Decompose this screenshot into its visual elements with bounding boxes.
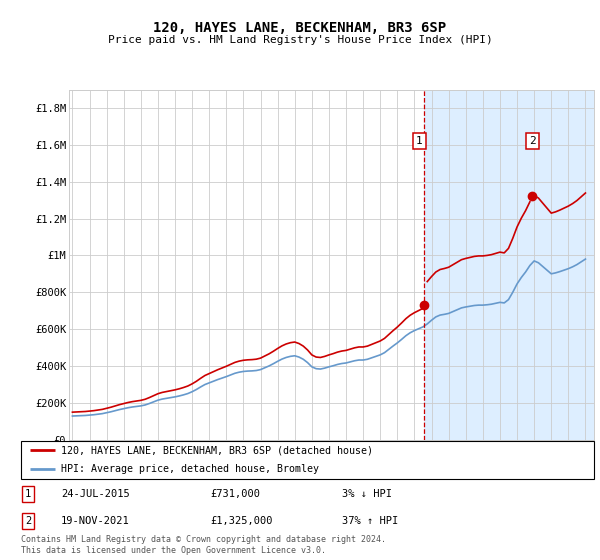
Text: 2: 2 xyxy=(529,136,536,146)
Text: 2: 2 xyxy=(25,516,31,526)
Text: Contains HM Land Registry data © Crown copyright and database right 2024.
This d: Contains HM Land Registry data © Crown c… xyxy=(21,535,386,555)
Text: 120, HAYES LANE, BECKENHAM, BR3 6SP (detached house): 120, HAYES LANE, BECKENHAM, BR3 6SP (det… xyxy=(61,445,373,455)
Text: 37% ↑ HPI: 37% ↑ HPI xyxy=(342,516,398,526)
Text: 24-JUL-2015: 24-JUL-2015 xyxy=(61,489,130,500)
FancyBboxPatch shape xyxy=(21,441,594,479)
Text: 1: 1 xyxy=(25,489,31,500)
Text: 19-NOV-2021: 19-NOV-2021 xyxy=(61,516,130,526)
Text: 1: 1 xyxy=(416,136,423,146)
Text: £731,000: £731,000 xyxy=(210,489,260,500)
Text: HPI: Average price, detached house, Bromley: HPI: Average price, detached house, Brom… xyxy=(61,464,319,474)
Text: 3% ↓ HPI: 3% ↓ HPI xyxy=(342,489,392,500)
Text: Price paid vs. HM Land Registry's House Price Index (HPI): Price paid vs. HM Land Registry's House … xyxy=(107,35,493,45)
Bar xyxy=(424,90,594,440)
Text: 120, HAYES LANE, BECKENHAM, BR3 6SP: 120, HAYES LANE, BECKENHAM, BR3 6SP xyxy=(154,21,446,35)
Text: £1,325,000: £1,325,000 xyxy=(210,516,272,526)
